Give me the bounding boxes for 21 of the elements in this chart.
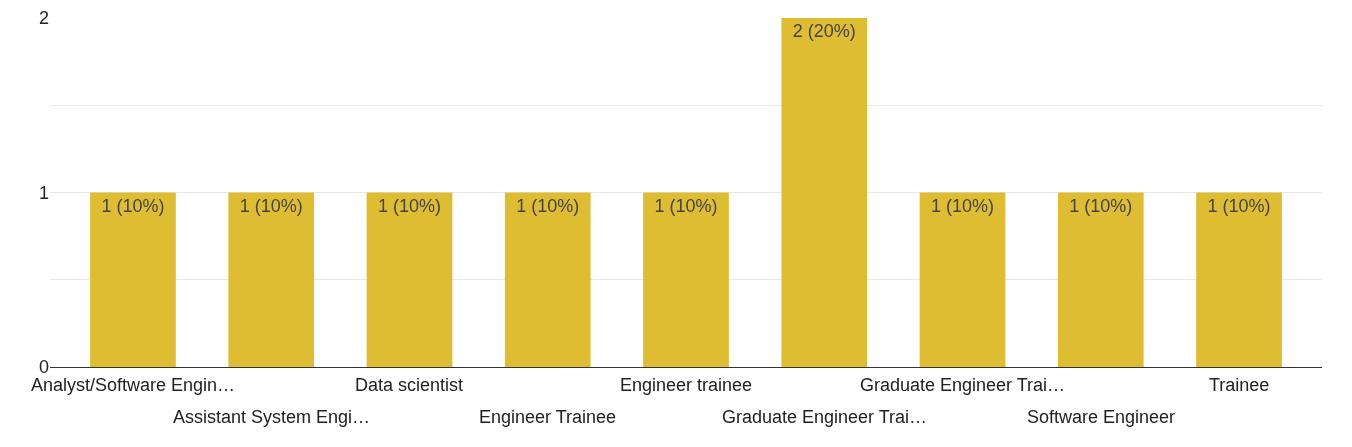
- data-label: 2 (20%): [792, 21, 856, 41]
- x-tick-label: Engineer trainee: [620, 375, 753, 395]
- x-tick-label: Trainee: [1209, 375, 1270, 395]
- x-tick-label: Assistant System Engi…: [173, 407, 371, 427]
- data-label: 1 (10%): [239, 195, 303, 216]
- data-label: 1 (10%): [101, 195, 165, 216]
- data-label: 1 (10%): [931, 195, 995, 216]
- data-label: 1 (10%): [1207, 195, 1271, 216]
- y-tick-label: 0: [38, 357, 49, 378]
- x-tick-label: Engineer Trainee: [479, 407, 617, 427]
- x-tick-label: Graduate Engineer Trai…: [722, 407, 928, 427]
- x-tick-label: Analyst/Software Engin…: [31, 375, 236, 395]
- x-tick-label: Graduate Engineer Trai…: [860, 375, 1066, 395]
- x-tick-label: Software Engineer: [1027, 407, 1176, 427]
- data-label: 1 (10%): [516, 195, 580, 216]
- data-label: 1 (10%): [377, 195, 441, 216]
- data-label: 1 (10%): [1069, 195, 1133, 216]
- y-tick-label: 2: [38, 8, 49, 29]
- data-label: 1 (10%): [654, 195, 718, 216]
- y-tick-label: 1: [38, 182, 49, 203]
- x-tick-label: Data scientist: [355, 375, 464, 395]
